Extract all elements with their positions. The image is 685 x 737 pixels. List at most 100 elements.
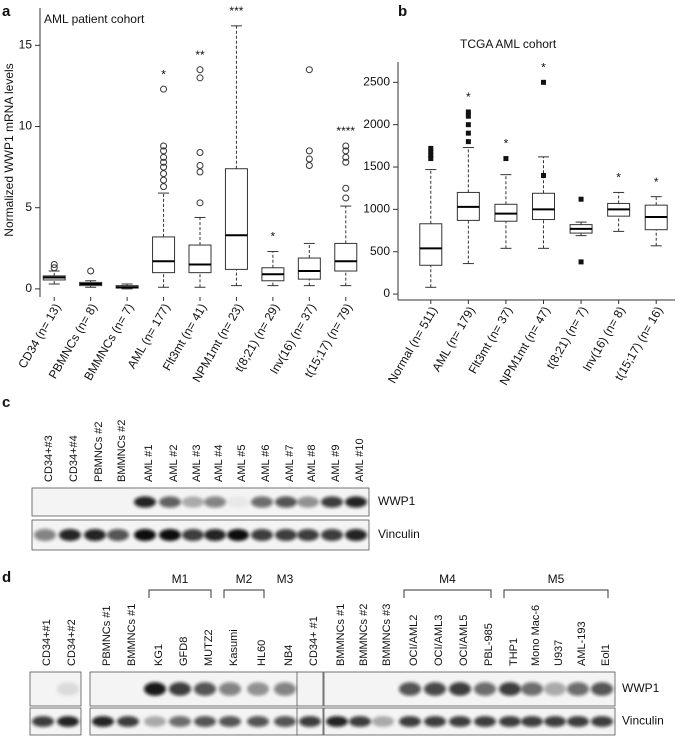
y-tick-label: 5 — [25, 200, 32, 214]
lane-label: Eol1 — [600, 644, 612, 666]
outlier — [160, 163, 168, 171]
blot-band — [227, 529, 249, 541]
blot-band — [544, 716, 566, 727]
significance: ** — [195, 48, 205, 62]
blot-band — [227, 496, 249, 508]
lane-label: BMMNCs #3 — [381, 604, 393, 666]
blot-band — [275, 496, 297, 508]
outlier — [160, 142, 168, 150]
blot-band — [219, 716, 241, 727]
blot-band — [204, 496, 226, 508]
lane-label: CD34+#3 — [43, 435, 55, 482]
blot-band — [144, 716, 166, 727]
blot-band — [349, 716, 371, 727]
chart-title: TCGA AML cohort — [460, 37, 557, 51]
blot-band — [345, 496, 367, 508]
blot-band — [159, 496, 181, 508]
outlier — [465, 109, 471, 115]
blot-band — [194, 682, 216, 696]
outlier — [428, 156, 434, 162]
outlier — [50, 264, 58, 272]
significance: * — [271, 230, 276, 244]
lane-label: U937 — [553, 640, 565, 666]
y-tick-label: 500 — [370, 244, 390, 258]
x-tick-label: Normal (n= 511) — [385, 304, 440, 386]
lane-label: Mono Mac-6 — [530, 605, 542, 666]
blot-band — [297, 496, 319, 508]
group-label: M3 — [277, 572, 294, 586]
lane-label: AML-193 — [576, 621, 588, 666]
lane-label: BMMNCs #1 — [335, 604, 347, 666]
box — [152, 236, 176, 274]
panel-label: d — [2, 569, 11, 586]
lane-label: AML #9 — [330, 444, 342, 482]
outlier — [160, 170, 168, 178]
blot-band — [34, 529, 56, 541]
lane-label: OCI/AML3 — [433, 615, 445, 666]
group-bracket — [223, 589, 265, 598]
blot-band — [107, 529, 129, 541]
outlier — [342, 158, 350, 166]
blot-band — [251, 529, 273, 541]
blot-band — [194, 716, 216, 727]
lane-label: AML #6 — [260, 444, 272, 482]
outlier — [305, 66, 313, 74]
blot-band — [345, 529, 367, 541]
panel-label: a — [2, 3, 11, 20]
lane-label: AML #7 — [284, 444, 296, 482]
protein-label: Vinculin — [622, 714, 664, 728]
outlier — [465, 113, 471, 119]
y-tick-label: 2000 — [363, 117, 390, 131]
outlier — [342, 147, 350, 155]
box — [532, 192, 555, 221]
outlier — [87, 267, 95, 275]
blot-band — [59, 529, 81, 541]
blot-band — [321, 496, 343, 508]
panel-label: c — [2, 394, 10, 411]
lane-label: OCI/AML5 — [458, 615, 470, 666]
lane-label: PBMNCs #2 — [93, 421, 105, 482]
blot-band — [274, 682, 296, 696]
blot-band — [247, 716, 269, 727]
lane-label: GFD8 — [178, 637, 190, 666]
lane-label: AML #10 — [354, 438, 366, 482]
outlier — [428, 152, 434, 158]
outlier — [342, 142, 350, 150]
significance: * — [504, 137, 509, 151]
blot-band — [204, 529, 226, 541]
blot-band — [57, 716, 79, 727]
blot-band — [92, 716, 114, 727]
outlier — [305, 155, 313, 163]
y-tick-label: 0 — [383, 286, 390, 300]
outlier — [342, 184, 350, 192]
lane-label: AML #2 — [168, 444, 180, 482]
significance: * — [654, 175, 659, 189]
blot-band — [424, 682, 446, 696]
group-bracket — [148, 589, 212, 598]
blot-band — [591, 716, 613, 727]
blot-band — [499, 716, 521, 727]
y-tick-label: 1000 — [363, 202, 390, 216]
lane-label: AML #5 — [236, 444, 248, 482]
group-label: M2 — [236, 572, 253, 586]
blot-band — [372, 716, 394, 727]
blot-band — [399, 716, 421, 727]
outlier — [196, 161, 204, 169]
y-tick-label: 2500 — [363, 74, 390, 88]
group-label: M4 — [439, 572, 456, 586]
blot-band — [169, 682, 191, 696]
blot-band — [321, 529, 343, 541]
lane-label: OCI/AML2 — [408, 615, 420, 666]
significance: * — [161, 67, 166, 81]
significance: **** — [336, 124, 355, 138]
y-tick-label: 15 — [19, 38, 33, 52]
blot-band — [274, 716, 296, 727]
lane-label: Kasumi — [228, 629, 240, 666]
blot-band — [544, 682, 566, 696]
lane-label: AML #3 — [191, 444, 203, 482]
blot-band — [424, 716, 446, 727]
blot-band — [474, 716, 496, 727]
outlier — [428, 145, 434, 151]
y-axis-label: Normalized WWP1 mRNA levels — [2, 63, 16, 236]
blot-band — [499, 682, 521, 696]
